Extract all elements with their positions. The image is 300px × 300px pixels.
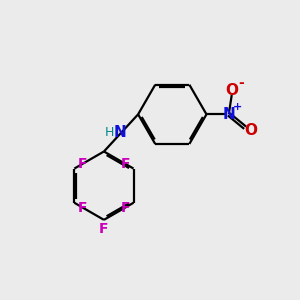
Text: H: H	[105, 125, 114, 139]
Text: -: -	[238, 76, 244, 90]
Text: F: F	[99, 222, 109, 236]
Text: F: F	[121, 157, 130, 171]
Text: F: F	[78, 200, 87, 214]
Text: O: O	[244, 123, 257, 138]
Text: F: F	[78, 157, 87, 171]
Text: F: F	[121, 200, 130, 214]
Text: +: +	[233, 102, 242, 112]
Text: N: N	[113, 124, 126, 140]
Text: N: N	[222, 107, 235, 122]
Text: O: O	[225, 83, 238, 98]
